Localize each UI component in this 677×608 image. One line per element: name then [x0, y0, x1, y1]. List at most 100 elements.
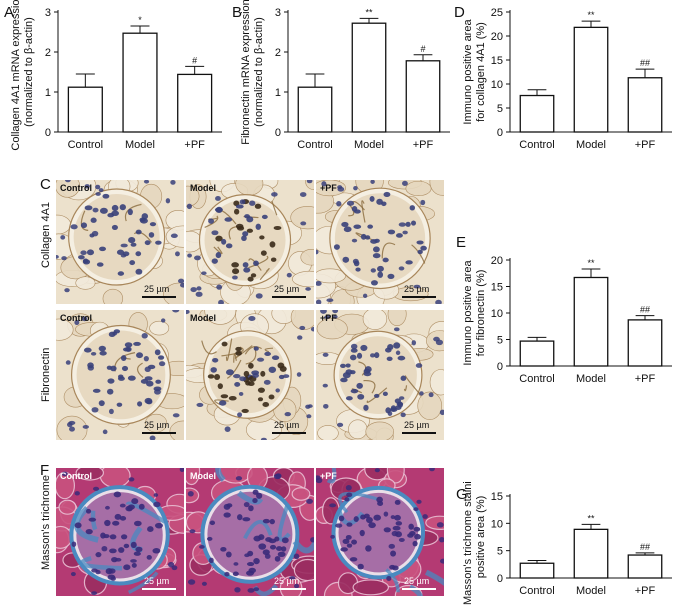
y-tick-label: 2	[45, 47, 51, 59]
micrograph-fibronectin-model: Model 25 µm	[186, 310, 314, 440]
micrograph-fibronectin-control: Control 25 µm	[56, 310, 184, 440]
y-tick-label: 10	[491, 79, 503, 91]
y-tick-label: 0	[497, 361, 503, 373]
significance-mark: ##	[640, 542, 650, 552]
x-tick-label: Control	[519, 139, 554, 151]
tissue-image	[186, 310, 314, 440]
chart-fibronectin-immuno: 0 5 10 15 20 Immuno positive area for fibronec…	[462, 255, 672, 385]
x-tick-label: Model	[354, 139, 384, 151]
y-tick-label: 15	[491, 55, 503, 67]
significance-mark: **	[365, 7, 373, 17]
y-axis-label-unit: (normalized to β-actin)	[253, 17, 265, 127]
scale-bar-label: 25 µm	[404, 420, 430, 430]
micrograph-masson-plus-pf: +PF 25 µm	[316, 468, 444, 596]
scale-bar	[402, 296, 436, 298]
bar-control	[519, 340, 555, 367]
y-tick-label: 2	[275, 47, 281, 59]
bar-model	[122, 32, 158, 133]
x-tick-label: +PF	[635, 139, 656, 151]
micrograph-collagen-control: Control 25 µm	[56, 180, 184, 304]
y-tick-label: 3	[45, 7, 51, 19]
x-tick-label: Model	[576, 139, 606, 151]
y-axis-label-unit: for fibronectin (%)	[475, 270, 487, 357]
y-axis-label: Immuno positive area	[462, 260, 474, 366]
y-tick-label: 15	[491, 282, 503, 294]
x-tick-label: Model	[576, 373, 606, 385]
scale-bar	[272, 588, 306, 590]
bar-plus-pf	[627, 319, 663, 367]
micrograph-group-label: Model	[190, 471, 216, 481]
scale-bar	[272, 296, 306, 298]
bar-control	[67, 86, 103, 133]
significance-mark: ##	[640, 305, 650, 315]
panel-letter-b: B	[232, 4, 243, 21]
panel-letter-f: F	[40, 462, 50, 479]
row-label-collagen: Collagen 4A1	[40, 201, 52, 268]
y-tick-label: 20	[491, 31, 503, 43]
micrograph-group-label: Control	[60, 183, 92, 193]
y-axis-label: Immuno positive area	[462, 19, 474, 125]
x-tick-label: Control	[519, 585, 554, 597]
tissue-image	[186, 180, 314, 304]
scale-bar	[402, 432, 436, 434]
scale-bar-label: 25 µm	[144, 576, 170, 586]
y-tick-label: 3	[275, 7, 281, 19]
significance-mark: #	[192, 55, 197, 65]
tissue-image	[316, 180, 444, 304]
significance-mark: #	[420, 44, 425, 54]
significance-mark: **	[587, 513, 595, 523]
x-tick-label: Control	[297, 139, 332, 151]
tissue-image	[56, 468, 184, 596]
scale-bar-label: 25 µm	[274, 420, 300, 430]
x-tick-label: +PF	[635, 585, 656, 597]
bar-plus-pf	[177, 73, 213, 133]
scale-bar	[142, 432, 176, 434]
y-tick-label: 5	[497, 335, 503, 347]
panel-letter-a: A	[4, 4, 15, 21]
scale-bar	[272, 432, 306, 434]
panel-letter-e: E	[456, 234, 467, 251]
y-tick-label: 5	[497, 103, 503, 115]
scale-bar-label: 25 µm	[404, 576, 430, 586]
x-tick-label: Control	[68, 139, 103, 151]
x-tick-label: +PF	[413, 139, 434, 151]
row-label-fibronectin: Fibronectin	[40, 347, 52, 402]
micrograph-group-label: Control	[60, 471, 92, 481]
significance-mark: ##	[640, 58, 650, 68]
y-axis-label: Masson's trichrome staining	[462, 482, 474, 605]
x-tick-label: Control	[519, 373, 554, 385]
bar-plus-pf	[627, 77, 663, 133]
micrograph-collagen-plus-pf: +PF 25 µm	[316, 180, 444, 304]
micrograph-group-label: +PF	[320, 471, 337, 481]
scale-bar-label: 25 µm	[144, 284, 170, 294]
y-tick-label: 10	[491, 518, 503, 530]
tissue-image	[56, 310, 184, 440]
y-tick-label: 0	[45, 127, 51, 139]
y-tick-label: 1	[45, 87, 51, 99]
scale-bar	[142, 296, 176, 298]
bar-control	[297, 86, 333, 133]
tissue-image	[316, 310, 444, 440]
significance-mark: **	[587, 10, 595, 20]
panel-letter-g: G	[456, 486, 468, 503]
y-tick-label: 15	[491, 491, 503, 503]
y-axis-label: Collagen 4A1 mRNA expression	[10, 0, 22, 151]
bar-plus-pf	[627, 554, 663, 579]
row-label-masson: Masson's trichrome	[40, 474, 52, 570]
x-tick-label: +PF	[635, 373, 656, 385]
significance-mark: **	[587, 258, 595, 268]
scale-bar	[402, 588, 436, 590]
scale-bar	[142, 588, 176, 590]
micrograph-masson-model: Model 25 µm	[186, 468, 314, 596]
bar-model	[573, 276, 609, 367]
y-tick-label: 0	[497, 573, 503, 585]
scale-bar-label: 25 µm	[274, 284, 300, 294]
micrograph-masson-control: Control 25 µm	[56, 468, 184, 596]
y-tick-label: 25	[491, 7, 503, 19]
chart-collagen-immuno: 0 5 10 15 20 25 Immuno positive area for collag…	[462, 7, 672, 151]
chart-collagen-mrna: 0 1 2 3 Collagen 4A1 mRNA expression (normali…	[10, 0, 222, 151]
x-tick-label: +PF	[184, 139, 205, 151]
scale-bar-label: 25 µm	[274, 576, 300, 586]
bar-model	[351, 22, 387, 133]
bar-model	[573, 26, 609, 133]
